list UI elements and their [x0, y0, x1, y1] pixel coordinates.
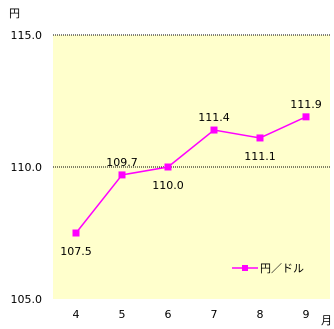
data-label-7: 111.4 [198, 111, 230, 124]
legend-marker-square [242, 265, 248, 271]
data-label-8: 111.1 [244, 150, 276, 163]
data-point-8 [256, 134, 264, 142]
data-point-7 [210, 126, 218, 134]
x-tick-label-7: 7 [211, 308, 218, 321]
data-label-4: 107.5 [60, 245, 92, 258]
y-tick-label-105: 105.0 [11, 293, 43, 306]
data-point-5 [118, 171, 126, 179]
series-line [75, 116, 307, 234]
y-tick-label-110: 110.0 [11, 161, 43, 174]
x-tick-label-4: 4 [73, 308, 80, 321]
data-label-9: 111.9 [290, 98, 322, 111]
data-labels: 107.5 109.7 110.0 111.4 111.1 111.9 [60, 98, 322, 258]
data-label-5: 109.7 [106, 156, 138, 169]
legend: 円／ドル [232, 262, 304, 275]
x-tick-label-9: 9 [303, 308, 310, 321]
x-tick-labels: 4 5 6 7 8 9 [73, 308, 310, 321]
data-point-4 [72, 229, 80, 237]
x-tick-label-6: 6 [165, 308, 172, 321]
y-axis-unit-label: 円 [9, 7, 20, 20]
x-axis-unit-label: 月 [321, 314, 332, 327]
data-point-9 [302, 113, 310, 121]
legend-label: 円／ドル [260, 262, 304, 275]
x-tick-label-8: 8 [257, 308, 264, 321]
data-point-6 [164, 163, 172, 171]
data-label-6: 110.0 [152, 179, 184, 192]
x-tick-label-5: 5 [119, 308, 126, 321]
series-layer [72, 113, 310, 237]
y-tick-label-115: 115.0 [11, 29, 43, 42]
